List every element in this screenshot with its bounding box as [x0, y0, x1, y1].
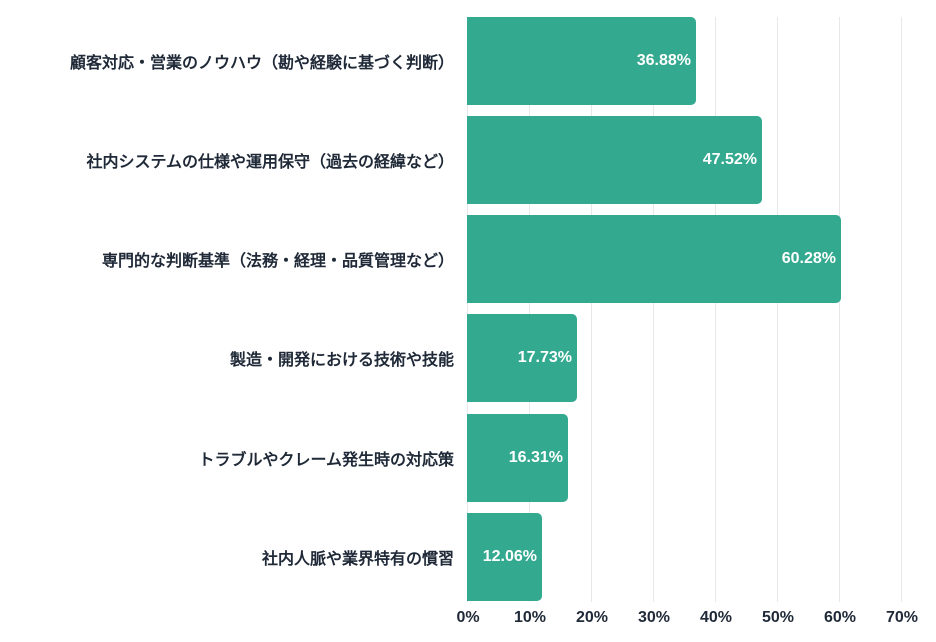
x-tick-label: 50% — [761, 609, 795, 626]
category-label: 専門的な判断基準（法務・経理・品質管理など） — [101, 253, 454, 270]
bar[interactable]: 16.31% — [467, 414, 568, 502]
x-tick-label: 0% — [456, 609, 480, 626]
x-tick-label: 60% — [823, 609, 857, 626]
bar[interactable]: 47.52% — [467, 116, 762, 204]
bar[interactable]: 36.88% — [467, 17, 696, 105]
gridline — [467, 17, 468, 602]
bar-value-label: 17.73% — [517, 349, 572, 366]
gridline — [777, 17, 778, 602]
bar[interactable]: 12.06% — [467, 513, 542, 601]
bar-value-label: 16.31% — [508, 449, 563, 466]
bar[interactable]: 60.28% — [467, 215, 841, 303]
x-tick-label: 10% — [513, 609, 547, 626]
bar-value-label: 36.88% — [636, 52, 691, 69]
bar-value-label: 12.06% — [482, 548, 537, 565]
bar[interactable]: 17.73% — [467, 314, 577, 402]
bar-value-label: 60.28% — [781, 250, 836, 267]
gridline — [591, 17, 592, 602]
x-tick-label: 30% — [637, 609, 671, 626]
x-tick-label: 20% — [575, 609, 609, 626]
category-label: 顧客対応・営業のノウハウ（勘や経験に基づく判断） — [69, 55, 454, 72]
category-label: 製造・開発における技術や技能 — [229, 352, 454, 369]
gridline — [715, 17, 716, 602]
x-tick-label: 40% — [699, 609, 733, 626]
gridline — [653, 17, 654, 602]
category-label: 社内システムの仕様や運用保守（過去の経緯など） — [86, 154, 454, 171]
gridline — [901, 17, 902, 602]
category-label: トラブルやクレーム発生時の対応策 — [198, 452, 454, 469]
bar-value-label: 47.52% — [702, 151, 757, 168]
category-label: 社内人脈や業界特有の慣習 — [261, 551, 454, 568]
gridline — [529, 17, 530, 602]
x-tick-label: 70% — [885, 609, 919, 626]
gridline — [839, 17, 840, 602]
